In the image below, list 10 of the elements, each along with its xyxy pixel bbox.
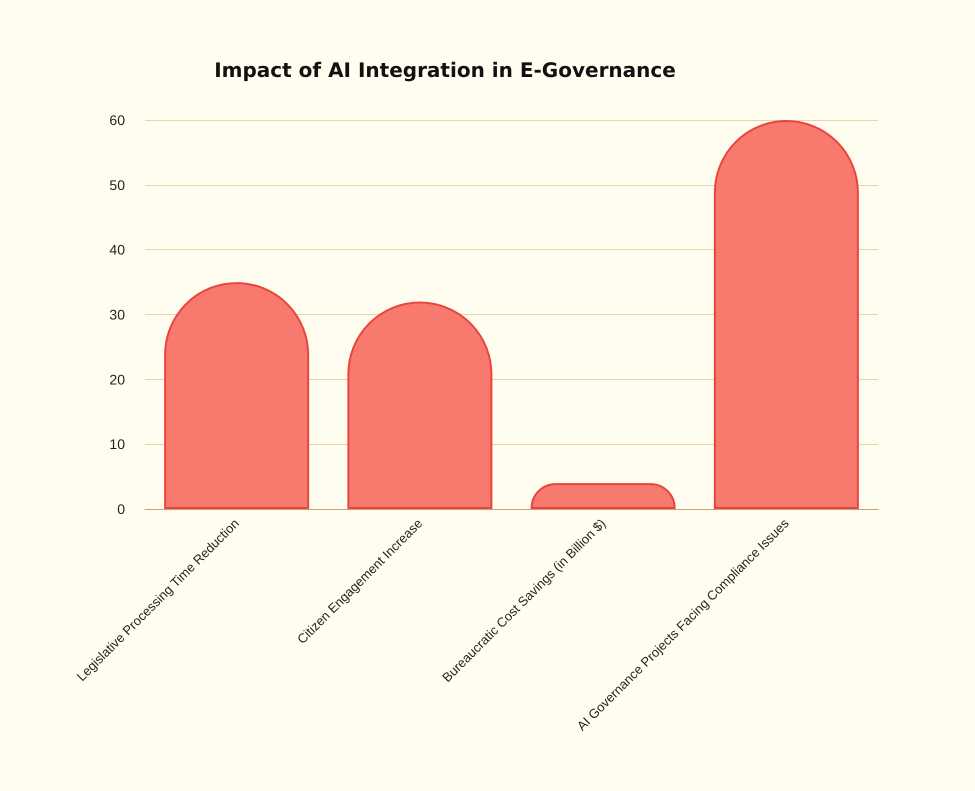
bar: [714, 120, 859, 509]
bar: [164, 282, 310, 509]
y-tick-label: 10: [109, 436, 126, 452]
y-tick-label: 40: [109, 242, 126, 258]
chart-title: Impact of AI Integration in E-Governance: [214, 58, 676, 82]
y-tick-label: 20: [109, 371, 126, 388]
y-tick-label: 60: [109, 112, 126, 128]
y-tick-label: 50: [109, 176, 126, 193]
y-tick-label: 0: [117, 501, 126, 517]
y-tick-label: 30: [109, 306, 126, 322]
